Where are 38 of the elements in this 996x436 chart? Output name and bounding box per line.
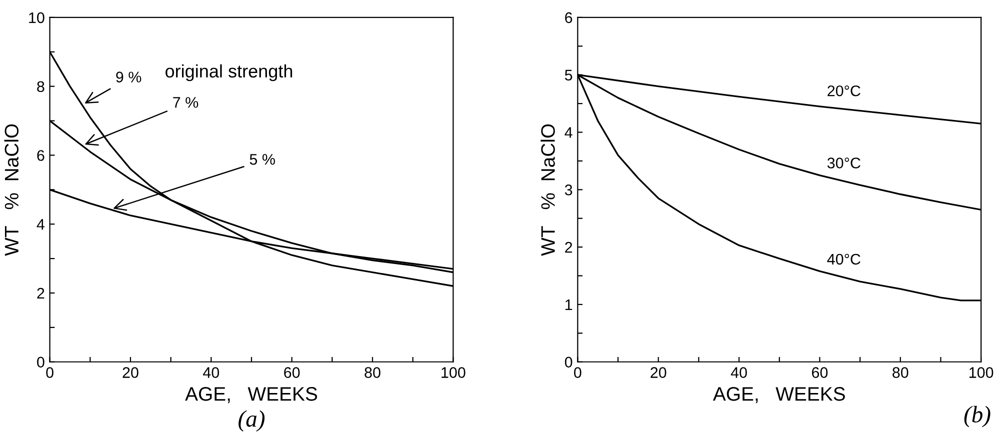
y-tick-label: 3 [564, 184, 572, 196]
x-tick-label: 60 [812, 367, 828, 378]
series-label: 30°C [827, 158, 860, 168]
y-tick-label: 4 [564, 127, 572, 138]
y-tick-label: 6 [565, 12, 572, 24]
y-axis-title: WT % NaClO [540, 124, 555, 256]
x-tick-label: 100 [442, 367, 466, 378]
y-tick-label: 2 [565, 242, 572, 253]
y-tick-label: 10 [29, 12, 44, 24]
y-tick-label: 8 [37, 81, 44, 92]
y-tick-label: 0 [37, 356, 44, 368]
text: 9 % [116, 72, 142, 82]
x-tick-label: 100 [969, 367, 994, 378]
y-tick-label: 5 [564, 70, 572, 81]
text: 5 % [250, 154, 275, 165]
y-tick-label: 2 [37, 288, 44, 299]
y-axis-title: WT % NaClO [4, 124, 19, 256]
y-tick-label: 0 [564, 356, 572, 368]
y-tick-label: 4 [36, 219, 44, 230]
x-tick-label: 20 [122, 367, 138, 378]
series-label: 40°C [827, 254, 860, 265]
x-tick-label: 60 [284, 367, 300, 378]
text: 7 % [173, 97, 198, 108]
x-tick-label: 0 [46, 367, 54, 378]
x-tick-label: 80 [892, 367, 908, 378]
x-tick-label: 40 [203, 367, 220, 378]
x-tick-label: 40 [730, 367, 747, 378]
x-tick-label: 0 [574, 367, 582, 378]
y-tick-label: 6 [37, 150, 44, 161]
x-axis-title: AGE, WEEKS [712, 387, 845, 404]
series-label: 20°C [828, 85, 860, 96]
x-axis-title: AGE, WEEKS [185, 387, 318, 404]
text: (b) [964, 406, 990, 428]
x-tick-label: 80 [364, 367, 380, 378]
x-tick-label: 20 [650, 367, 666, 378]
annotation: original strength [166, 64, 292, 82]
y-tick-label: 1 [565, 300, 572, 310]
text: (a) [238, 410, 265, 432]
